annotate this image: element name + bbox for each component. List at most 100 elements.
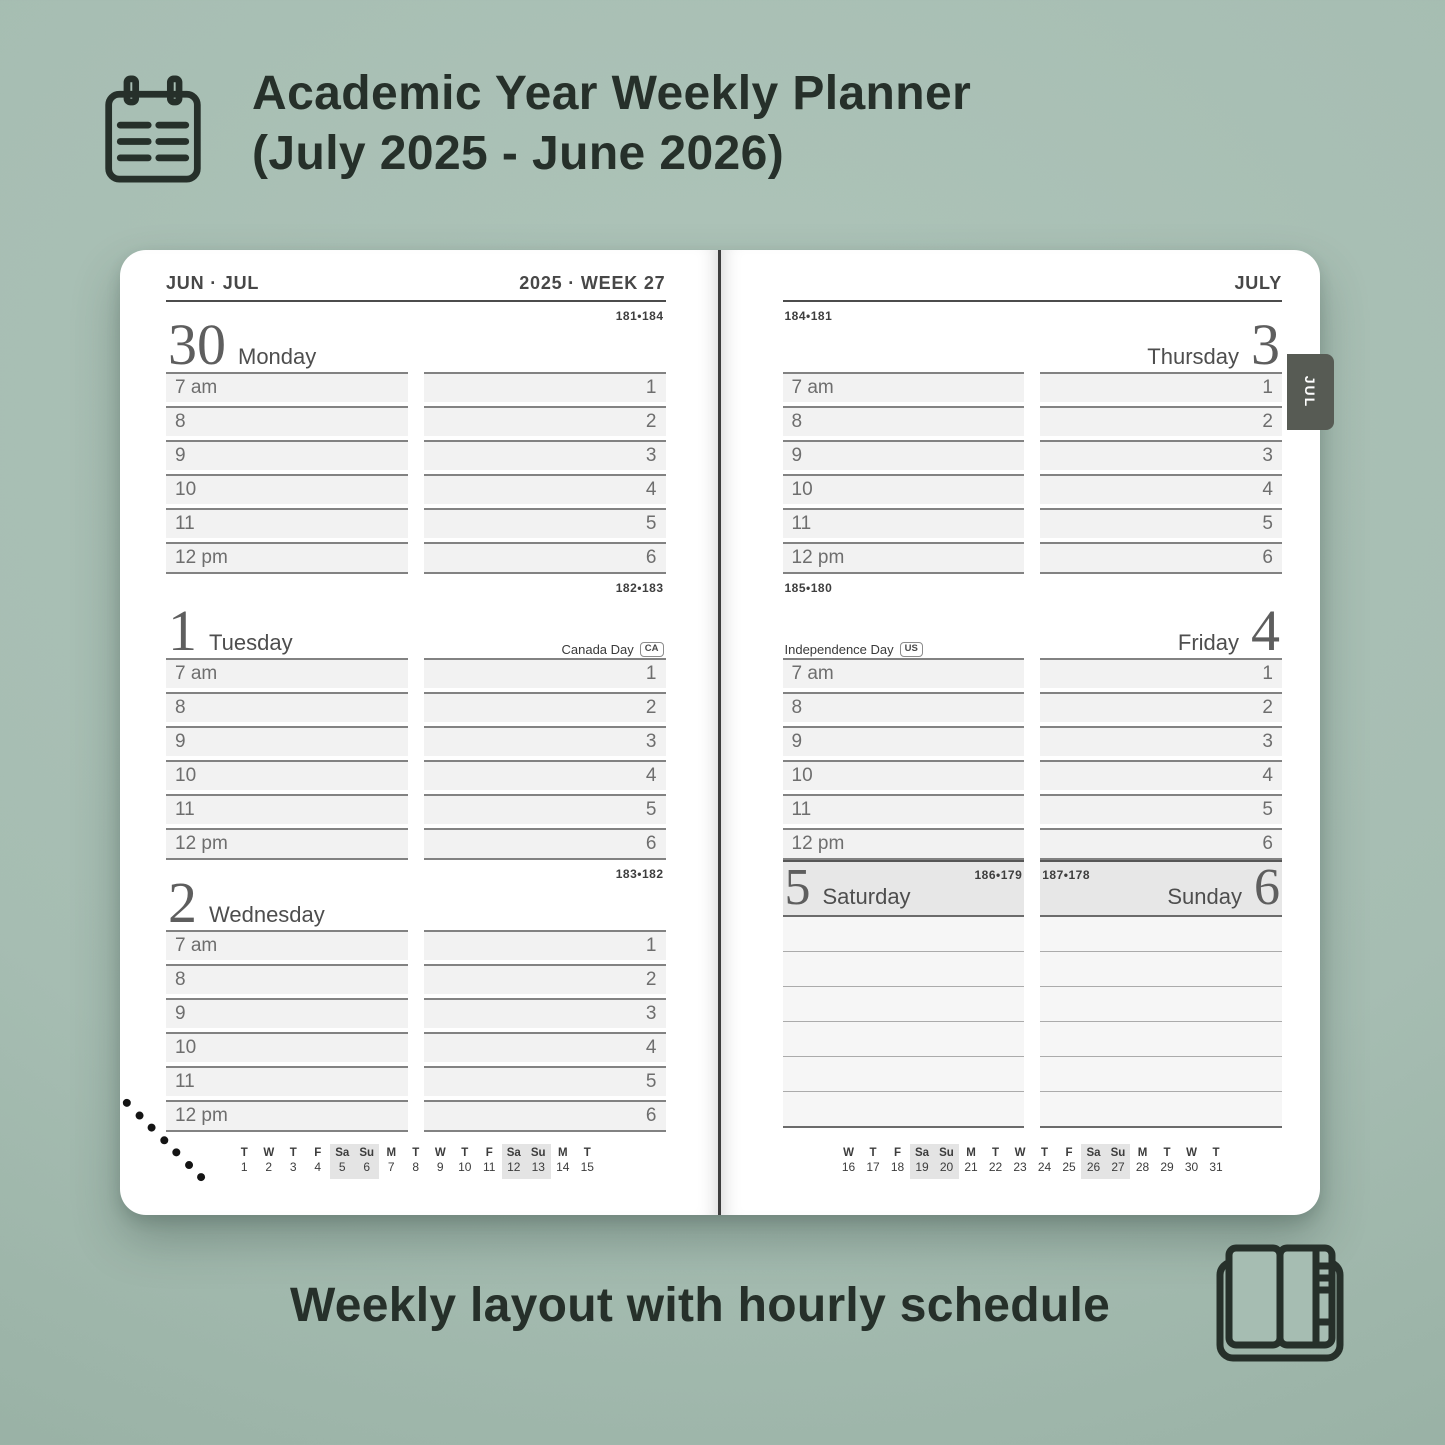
mini-calendar-date: 19 bbox=[915, 1160, 929, 1174]
mini-calendar-day: T 29 bbox=[1155, 1144, 1180, 1179]
afternoon-hour-slot: 3 bbox=[423, 726, 666, 756]
mini-calendar-weekday-letter: Sa bbox=[914, 1147, 930, 1159]
mini-calendar-weekday-letter: T bbox=[1163, 1147, 1171, 1159]
afternoon-hour-slot: 1 bbox=[423, 658, 666, 688]
mini-calendar-weekday-letter: T bbox=[1212, 1147, 1220, 1159]
holiday-country-badge: CA bbox=[639, 642, 664, 657]
mini-calendar-date: 16 bbox=[841, 1160, 856, 1174]
afternoon-hour-slot: 3 bbox=[1040, 440, 1282, 470]
left-page-header: JUN · JUL 2025 · WEEK 27 bbox=[166, 270, 666, 302]
weekend-notes bbox=[782, 915, 1282, 1128]
weekend-section: 186•179 5 Saturday 187•178 Sunday 6 bbox=[782, 860, 1282, 1128]
day-of-year-ordinal: 182•183 bbox=[615, 581, 664, 595]
holiday-label: Independence Day US bbox=[785, 642, 923, 657]
mini-calendar-date: 26 bbox=[1086, 1160, 1101, 1174]
afternoon-hour-slot: 4 bbox=[423, 474, 666, 504]
mini-calendar-date: 3 bbox=[289, 1160, 297, 1174]
mini-calendar-weekday-letter: M bbox=[966, 1147, 976, 1159]
open-planner-icon bbox=[1216, 1244, 1344, 1362]
mini-calendar-weekday-letter: T bbox=[1040, 1147, 1049, 1159]
planner-right-page: JULY 184•181 Thursday 3 7 am 8 9 10 11 12 pm … bbox=[721, 250, 1321, 1215]
day-of-year-ordinal: 186•179 bbox=[974, 868, 1023, 882]
morning-hour-slot: 12 pm bbox=[782, 542, 1025, 574]
morning-hour-slot: 7 am bbox=[166, 372, 408, 402]
mini-calendar-weekday-letter: F bbox=[1065, 1147, 1073, 1159]
mini-calendar-weekday-letter: W bbox=[434, 1147, 446, 1159]
weekend-note-line bbox=[782, 952, 1025, 987]
weekend-note-line bbox=[1040, 917, 1282, 952]
day-header: 182•183 1 Tuesday Canada Day CA bbox=[166, 574, 666, 663]
hourly-grid: 7 am 8 9 10 11 12 pm 1 2 3 4 5 6 bbox=[166, 658, 666, 860]
mini-calendar-weekday-letter: T bbox=[289, 1147, 297, 1159]
mini-calendar-weekday-letter: Su bbox=[530, 1147, 546, 1159]
morning-hour-slot: 10 bbox=[166, 760, 408, 790]
morning-hour-slot: 10 bbox=[166, 474, 408, 504]
afternoon-hour-slot: 3 bbox=[423, 998, 666, 1028]
mini-calendar-weekday-letter: Sa bbox=[506, 1147, 521, 1159]
mini-calendar-left: T 1 W 2 T 3 F 4 Sa 5 Su 6 M 7 T 8 W 9 T 10 F 11 Sa 12 Su 13 M 14 T 15 bbox=[166, 1144, 666, 1179]
mini-calendar-weekday-letter: F bbox=[314, 1147, 322, 1159]
day-title: 2 Wednesday bbox=[168, 870, 325, 935]
morning-hour-slot: 12 pm bbox=[166, 1100, 408, 1132]
perforation-dot bbox=[133, 1109, 145, 1121]
sunday-box: 187•178 Sunday 6 bbox=[1040, 860, 1282, 915]
mini-calendar-day: W 30 bbox=[1179, 1144, 1204, 1179]
mini-calendar-date: 17 bbox=[866, 1160, 880, 1174]
mini-calendar-weekday-letter: W bbox=[843, 1147, 854, 1159]
mini-calendar-weekday-letter: W bbox=[1014, 1147, 1026, 1159]
mini-calendar-date: 27 bbox=[1111, 1160, 1125, 1174]
mini-calendar-day: Su 27 bbox=[1105, 1144, 1131, 1179]
afternoon-hour-slot: 1 bbox=[423, 372, 666, 402]
mini-calendar-date: 4 bbox=[314, 1160, 322, 1174]
day-section-thursday: 184•181 Thursday 3 7 am 8 9 10 11 12 pm 1 2 3 4 5… bbox=[782, 302, 1283, 574]
holiday-name: Independence Day bbox=[784, 642, 894, 657]
page-title: Academic Year Weekly Planner (July 2025 … bbox=[252, 64, 971, 183]
day-header: 183•182 2 Wednesday bbox=[166, 860, 666, 935]
afternoon-hour-slot: 6 bbox=[1040, 542, 1282, 574]
mini-calendar-date: 9 bbox=[436, 1160, 444, 1174]
day-of-year-ordinal: 181•184 bbox=[615, 309, 664, 323]
day-of-year-ordinal: 187•178 bbox=[1042, 868, 1090, 882]
mini-calendar-day: F 25 bbox=[1057, 1144, 1082, 1179]
day-number: 3 bbox=[1251, 312, 1280, 377]
mini-calendar-weekday-letter: M bbox=[386, 1147, 397, 1159]
day-number: 2 bbox=[168, 870, 197, 935]
mini-calendar-weekday-letter: T bbox=[869, 1147, 877, 1159]
mini-calendar-weekday-letter: T bbox=[583, 1147, 591, 1159]
morning-hour-slot: 12 pm bbox=[166, 828, 408, 860]
day-name: Monday bbox=[238, 344, 317, 369]
afternoon-hour-slot: 4 bbox=[1040, 474, 1282, 504]
mini-calendar-day: W 16 bbox=[836, 1144, 861, 1179]
day-number: 1 bbox=[168, 598, 197, 663]
mini-calendar-date: 28 bbox=[1135, 1160, 1150, 1174]
day-title: 5 Saturday bbox=[785, 862, 911, 913]
day-title: Thursday 3 bbox=[1147, 312, 1280, 377]
morning-hour-slot: 10 bbox=[782, 474, 1025, 504]
holiday-country-badge: US bbox=[899, 642, 923, 657]
morning-hour-slot: 7 am bbox=[782, 372, 1025, 402]
hourly-grid: 7 am 8 9 10 11 12 pm 1 2 3 4 5 6 bbox=[782, 372, 1282, 574]
mini-calendar-date: 13 bbox=[531, 1160, 545, 1174]
afternoon-hour-slot: 2 bbox=[423, 406, 666, 436]
mini-calendar-day: Su 6 bbox=[354, 1144, 379, 1179]
mini-calendar-date: 6 bbox=[363, 1160, 371, 1174]
day-header: 184•181 Thursday 3 bbox=[783, 302, 1283, 377]
day-number: 6 bbox=[1254, 859, 1280, 916]
day-of-year-ordinal: 184•181 bbox=[784, 309, 833, 323]
mini-calendar-day: Su 13 bbox=[526, 1144, 551, 1179]
morning-hour-slot: 12 pm bbox=[782, 828, 1025, 860]
mini-calendar-day: Sa 5 bbox=[330, 1144, 355, 1179]
morning-hour-slot: 9 bbox=[166, 726, 408, 756]
morning-hour-slot: 10 bbox=[166, 1032, 408, 1062]
mini-calendar-day: Sa 19 bbox=[909, 1144, 935, 1179]
mini-calendar-date: 18 bbox=[890, 1160, 905, 1174]
mini-calendar-weekday-letter: Sa bbox=[335, 1147, 350, 1159]
sunday-notes bbox=[1040, 915, 1282, 1128]
footer-caption: Weekly layout with hourly schedule bbox=[290, 1279, 1111, 1332]
mini-calendar-date: 22 bbox=[988, 1160, 1003, 1174]
day-section-monday: 181•184 30 Monday 7 am 8 9 10 11 12 pm 1 2 3 4 5 6 bbox=[166, 302, 666, 574]
